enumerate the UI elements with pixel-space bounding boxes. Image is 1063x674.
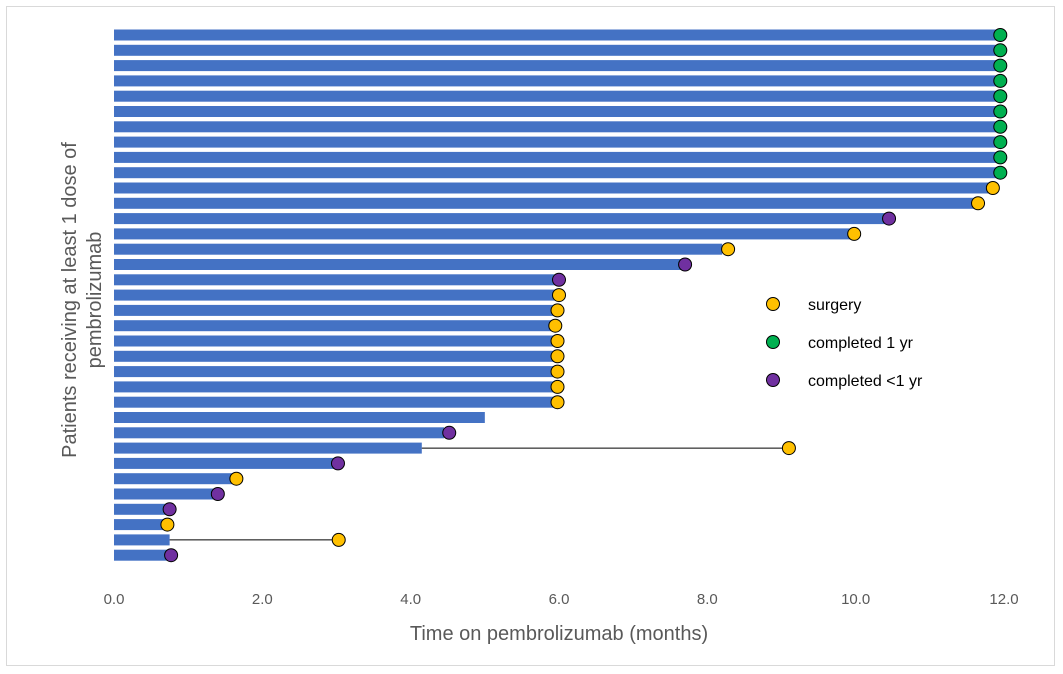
patient-bar: [114, 75, 997, 87]
patient-bar: [114, 197, 975, 209]
legend: surgery completed 1 yr completed <1 yr: [766, 297, 923, 390]
patient-bar: [114, 151, 997, 163]
x-tick-label: 12.0: [989, 591, 1018, 608]
marker-completed-1yr: [993, 135, 1008, 150]
marker-surgery: [550, 303, 565, 318]
marker-surgery: [229, 471, 244, 486]
marker-surgery: [721, 242, 736, 257]
patient-bar: [114, 381, 556, 393]
patient-bar: [114, 335, 556, 347]
legend-label: completed 1 yr: [808, 335, 914, 352]
marker-surgery: [160, 517, 175, 532]
patient-bar: [114, 534, 170, 546]
marker-completed-1yr: [993, 119, 1008, 134]
marker-completed-lt-1yr: [210, 487, 225, 501]
marker-surgery: [550, 349, 565, 364]
marker-completed-lt-1yr: [330, 456, 345, 471]
marker-completed-1yr: [993, 104, 1008, 119]
patient-bar: [114, 213, 886, 225]
x-tick-label: 8.0: [697, 591, 718, 608]
marker-completed-lt-1yr: [678, 257, 693, 272]
marker-surgery: [548, 318, 563, 333]
marker-surgery: [550, 364, 565, 379]
patient-bar: [114, 519, 168, 531]
patient-bar: [114, 136, 997, 148]
marker-completed-lt-1yr: [882, 211, 897, 226]
patient-bar: [114, 473, 233, 485]
marker-completed-1yr: [993, 150, 1008, 165]
marker-surgery: [985, 181, 1000, 195]
patient-bar: [114, 167, 997, 179]
marker-surgery: [847, 226, 862, 241]
patient-bar: [114, 259, 686, 270]
patient-bar: [114, 442, 422, 454]
x-axis-label: Time on pembrolizumab (months): [410, 623, 708, 645]
patient-bar: [114, 29, 997, 41]
patient-bar: [114, 488, 215, 500]
patient-bar: [114, 412, 485, 423]
patient-bar: [114, 457, 337, 469]
patient-bar: [114, 503, 168, 515]
bars-layer: [114, 29, 997, 561]
x-axis-ticks: 0.0 2.0 4.0 6.0 8.0 10.0 12.0: [104, 591, 1019, 608]
legend-label: completed <1 yr: [808, 373, 923, 390]
x-tick-label: 10.0: [841, 591, 870, 608]
patient-bar: [114, 289, 556, 301]
patient-bar: [114, 396, 556, 408]
marker-completed-1yr: [993, 73, 1008, 88]
marker-surgery: [550, 395, 565, 410]
x-tick-label: 4.0: [400, 591, 421, 608]
x-tick-label: 2.0: [252, 591, 273, 608]
marker-completed-lt-1yr: [164, 548, 179, 563]
legend-marker-completed-1yr: [766, 335, 780, 349]
patient-bar: [114, 121, 997, 133]
patient-bar: [114, 350, 556, 362]
patient-bar: [114, 304, 556, 316]
patient-bar: [114, 243, 723, 255]
marker-completed-1yr: [993, 58, 1008, 73]
patient-bar: [114, 60, 997, 72]
legend-marker-completed-lt-1yr: [766, 373, 780, 387]
x-tick-label: 6.0: [549, 591, 570, 608]
patient-bar: [114, 182, 990, 194]
marker-completed-1yr: [993, 89, 1008, 104]
marker-completed-1yr: [993, 165, 1008, 180]
connectors-layer: [169, 447, 789, 541]
y-axis-label: Patients receiving at least 1 dose of pem…: [59, 142, 106, 458]
patient-bar: [114, 106, 997, 117]
marker-completed-1yr: [993, 28, 1008, 42]
patient-bar: [114, 366, 556, 378]
markers-layer: [160, 28, 1008, 563]
patient-bar: [114, 549, 170, 561]
patient-bar: [114, 320, 556, 332]
marker-completed-lt-1yr: [442, 425, 457, 440]
patient-bar: [114, 44, 997, 56]
marker-surgery: [550, 379, 565, 394]
marker-surgery: [552, 288, 566, 303]
legend-label: surgery: [808, 297, 861, 314]
legend-marker-surgery: [766, 297, 780, 311]
x-tick-label: 0.0: [104, 591, 125, 608]
patient-bar: [114, 228, 852, 240]
marker-surgery: [971, 196, 986, 211]
marker-completed-lt-1yr: [162, 502, 177, 517]
marker-surgery: [331, 532, 346, 547]
marker-surgery: [781, 441, 796, 456]
marker-surgery: [550, 334, 565, 348]
marker-completed-1yr: [993, 43, 1008, 58]
patient-bar: [114, 274, 556, 286]
marker-completed-lt-1yr: [552, 272, 566, 287]
patient-bar: [114, 90, 997, 102]
patient-bar: [114, 427, 445, 439]
